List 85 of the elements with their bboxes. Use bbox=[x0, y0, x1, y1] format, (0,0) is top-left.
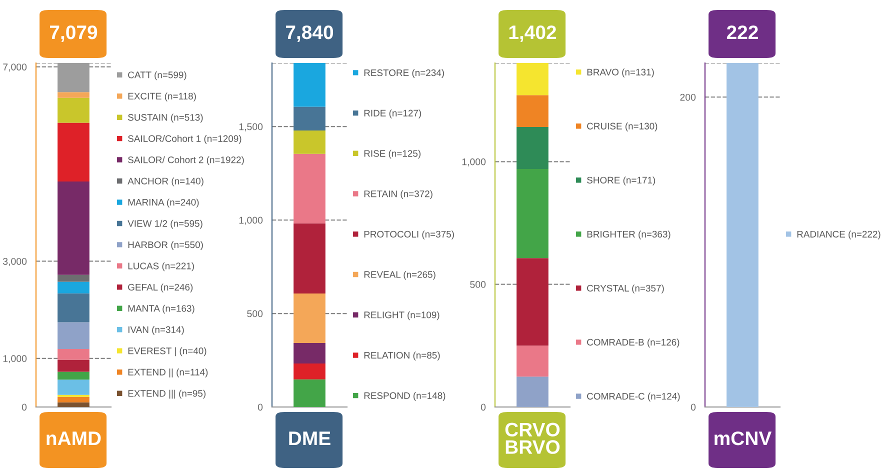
bar bbox=[294, 223, 326, 294]
legend-label: BRAVO (n=131) bbox=[587, 68, 654, 78]
bar bbox=[58, 396, 90, 402]
bar bbox=[58, 122, 90, 182]
y-tick-label: 7,000 bbox=[3, 64, 27, 72]
y-tick-label: 0 bbox=[258, 404, 263, 411]
bar bbox=[58, 402, 90, 407]
legend-label: GEFAL (n=246) bbox=[128, 284, 193, 292]
legend-label: IVAN (n=314) bbox=[128, 326, 184, 335]
bar bbox=[58, 360, 90, 372]
y-tick-label: 200 bbox=[680, 94, 696, 101]
bar bbox=[58, 380, 90, 395]
bar bbox=[58, 98, 90, 123]
bar bbox=[516, 95, 548, 128]
y-tick-label: 1,500 bbox=[239, 123, 263, 132]
bar bbox=[516, 376, 548, 407]
legend-label: SUSTAIN (n=513) bbox=[128, 114, 203, 123]
x-axis-title: DME bbox=[289, 432, 330, 446]
legend-label: EXTEND ||| (n=95) bbox=[128, 390, 206, 399]
bar bbox=[516, 168, 548, 258]
legend-label: LUCAS (n=221) bbox=[128, 262, 194, 272]
bar bbox=[516, 258, 548, 346]
legend-label: RETAIN (n=372) bbox=[364, 190, 432, 200]
legend-label: RIDE (n=127) bbox=[364, 110, 422, 118]
y-tick-label: 0 bbox=[22, 404, 27, 411]
legend-label: VIEW 1/2 (n=595) bbox=[128, 220, 202, 229]
bar bbox=[516, 127, 548, 169]
y-tick-label: 500 bbox=[247, 310, 263, 318]
bar bbox=[516, 63, 548, 96]
bar bbox=[294, 363, 326, 380]
legend-label: RADIANCE (n=222) bbox=[797, 230, 880, 240]
y-tick-label: 0 bbox=[480, 404, 486, 411]
bar bbox=[58, 293, 90, 322]
chart-title: 222 bbox=[726, 25, 758, 40]
y-tick-label: 0 bbox=[690, 404, 696, 411]
bar bbox=[58, 282, 90, 294]
legend-label: EXCITE (n=118) bbox=[128, 92, 196, 102]
y-tick-label: 3,000 bbox=[3, 258, 27, 266]
bar bbox=[294, 106, 326, 130]
legend-label: PROTOCOLI (n=375) bbox=[364, 230, 454, 240]
chart-title: 1,402 bbox=[509, 25, 556, 42]
bar bbox=[58, 372, 90, 380]
y-tick-label: 1,000 bbox=[239, 216, 263, 225]
legend-label: COMRADE-C (n=124) bbox=[587, 392, 680, 402]
bar bbox=[58, 322, 90, 350]
legend-label: SAILOR/Cohort 1 (n=1209) bbox=[128, 135, 242, 144]
legend-label: SHORE (n=171) bbox=[587, 176, 656, 186]
legend-label: RELATION (n=85) bbox=[364, 352, 440, 360]
legend-label: RELIGHT (n=109) bbox=[364, 311, 440, 320]
bar bbox=[58, 274, 90, 282]
bar bbox=[294, 379, 326, 407]
bar bbox=[516, 346, 548, 377]
bar bbox=[58, 349, 90, 360]
legend-label: SAILOR/ Cohort 2 (n=1922) bbox=[128, 156, 244, 166]
legend-label: BRIGHTER (n=363) bbox=[587, 230, 670, 240]
legend-label: REVEAL (n=265) bbox=[364, 270, 436, 280]
bar bbox=[58, 63, 90, 92]
legend-label: MARINA (n=240) bbox=[128, 198, 199, 208]
legend-label: RESPOND (n=148) bbox=[364, 392, 446, 401]
legend-label: CATT (n=599) bbox=[128, 71, 186, 80]
bar bbox=[294, 63, 326, 107]
y-tick-label: 1,000 bbox=[462, 158, 486, 166]
legend-label: ANCHOR (n=140) bbox=[128, 177, 204, 186]
legend-label: HARBOR (n=550) bbox=[128, 241, 203, 250]
legend-label: RISE (n=125) bbox=[364, 150, 421, 159]
x-axis-title: mCNV bbox=[714, 431, 772, 446]
legend-label: EVEREST | (n=40) bbox=[128, 347, 206, 356]
chart-title: 7,840 bbox=[286, 25, 334, 42]
legend-label: COMRADE-B (n=126) bbox=[587, 338, 680, 348]
x-axis-title: nAMD bbox=[46, 432, 101, 446]
legend-label: CRYSTAL (n=357) bbox=[587, 284, 664, 294]
bar bbox=[294, 130, 326, 154]
bar bbox=[58, 182, 90, 275]
legend-label: MANTA (n=163) bbox=[128, 304, 194, 314]
y-tick-label: 1,000 bbox=[3, 355, 27, 364]
chart-title: 7,079 bbox=[50, 25, 98, 42]
bar bbox=[58, 92, 90, 98]
legend-label: EXTEND || (n=114) bbox=[128, 368, 208, 378]
bar bbox=[294, 343, 326, 364]
x-axis-title: CRVO BRVO bbox=[505, 422, 560, 454]
legend-label: CRUISE (n=130) bbox=[587, 122, 658, 132]
legend-label: RESTORE (n=234) bbox=[364, 69, 444, 78]
y-tick-label: 500 bbox=[470, 281, 486, 288]
bar bbox=[294, 294, 326, 344]
bar bbox=[294, 154, 326, 224]
